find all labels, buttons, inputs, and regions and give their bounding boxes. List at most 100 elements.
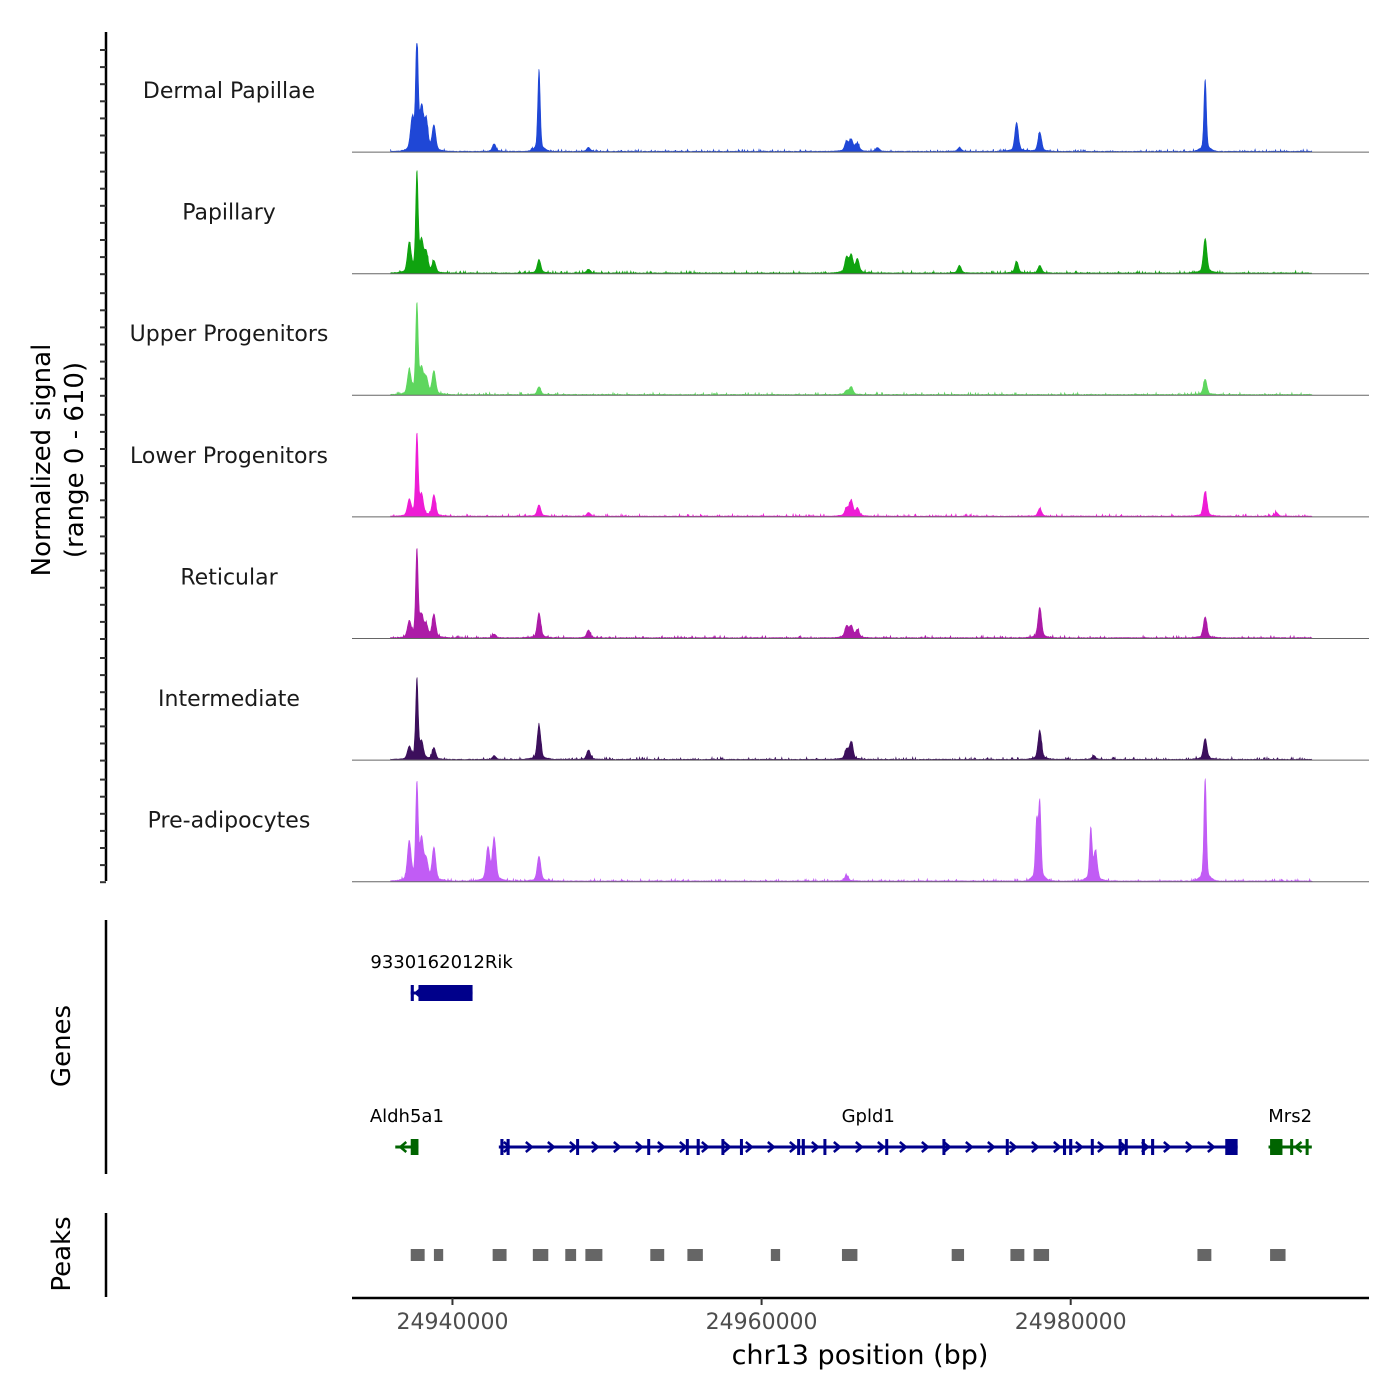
track-pre-adipocytes: Pre-adipocytes	[148, 778, 1369, 883]
strand-arrow	[525, 1141, 534, 1153]
x-tick-label: 24980000	[1015, 1310, 1127, 1335]
strand-arrow	[701, 1141, 710, 1153]
exon	[1225, 1139, 1238, 1155]
strand-arrow	[921, 1141, 930, 1153]
coverage-tracks: Dermal Papillae Papillary Upper Progenitor…	[130, 43, 1369, 883]
x-axis-label: chr13 position (bp)	[732, 1340, 989, 1371]
strand-arrow	[1141, 1141, 1150, 1153]
peak-region	[565, 1249, 577, 1261]
exon	[823, 1139, 827, 1155]
strand-arrow	[679, 1141, 688, 1153]
strand-arrow	[745, 1141, 754, 1153]
exon	[1069, 1139, 1073, 1155]
strand-arrow	[435, 987, 445, 999]
signal-area	[390, 548, 1313, 639]
y-axis-label-line1: Normalized signal	[27, 344, 57, 577]
peak-region	[492, 1249, 507, 1261]
exon	[696, 1139, 700, 1155]
exon	[647, 1139, 651, 1155]
strand-arrow	[1097, 1141, 1106, 1153]
coverage-ticks	[100, 49, 106, 884]
strand-arrow	[1185, 1141, 1194, 1153]
track-label: Papillary	[182, 201, 276, 226]
genes-panel-label: Genes	[47, 1005, 77, 1087]
exon	[801, 1139, 805, 1155]
exon	[942, 1139, 946, 1155]
peak-region	[532, 1249, 549, 1261]
gene-mrs2: Mrs2	[1268, 1106, 1312, 1155]
strand-arrow	[398, 1141, 408, 1153]
exon	[739, 1139, 743, 1155]
track-label: Upper Progenitors	[130, 322, 329, 347]
track-label: Dermal Papillae	[143, 79, 315, 104]
exon	[1090, 1139, 1094, 1155]
peak-region	[770, 1249, 781, 1261]
strand-arrow	[1075, 1141, 1084, 1153]
peak-region	[650, 1249, 665, 1261]
track-dermal-papillae: Dermal Papillae	[143, 43, 1369, 153]
track-papillary: Papillary	[182, 170, 1369, 275]
strand-arrow	[855, 1141, 864, 1153]
y-axis-label-line2: (range 0 - 610)	[60, 362, 90, 558]
track-label: Reticular	[180, 565, 278, 590]
track-lower-progenitors: Lower Progenitors	[130, 432, 1369, 518]
strand-arrow	[503, 1141, 512, 1153]
signal-area	[390, 432, 1313, 518]
strand-arrow	[1009, 1141, 1018, 1153]
exon	[410, 1139, 419, 1155]
strand-arrow	[789, 1141, 798, 1153]
x-tick-label: 24940000	[396, 1310, 508, 1335]
peak-regions	[410, 1249, 1286, 1261]
exon	[1118, 1139, 1122, 1155]
strand-arrow	[723, 1141, 732, 1153]
exon	[1290, 1139, 1294, 1155]
exon	[1305, 1139, 1309, 1155]
gene-aldh5a1: Aldh5a1	[370, 1106, 444, 1155]
peaks-panel-label: Peaks	[47, 1216, 77, 1291]
strand-arrow	[1031, 1141, 1040, 1153]
signal-area	[390, 302, 1313, 396]
strand-arrow	[1163, 1141, 1172, 1153]
strand-arrow	[811, 1141, 820, 1153]
strand-arrow	[965, 1141, 974, 1153]
exon	[1151, 1139, 1155, 1155]
gene-gpld1: Gpld1	[498, 1106, 1238, 1155]
strand-arrow	[569, 1141, 578, 1153]
strand-arrow	[635, 1141, 644, 1153]
strand-arrow	[413, 987, 423, 999]
exon	[721, 1139, 725, 1155]
track-label: Intermediate	[158, 687, 300, 712]
gene-9330162012rik: 9330162012Rik	[370, 952, 513, 1001]
exon	[410, 985, 414, 1001]
exon	[1141, 1139, 1145, 1155]
strand-arrow	[1119, 1141, 1128, 1153]
strand-arrow	[1271, 1141, 1281, 1153]
strand-arrow	[1293, 1141, 1303, 1153]
strand-arrow	[987, 1141, 996, 1153]
strand-arrow	[899, 1141, 908, 1153]
track-intermediate: Intermediate	[158, 677, 1369, 761]
exon	[885, 1139, 889, 1155]
signal-area	[390, 170, 1312, 274]
strand-arrow	[943, 1141, 952, 1153]
strand-arrow	[457, 987, 467, 999]
strand-arrow	[1207, 1141, 1216, 1153]
peak-region	[687, 1249, 703, 1261]
peak-region	[585, 1249, 603, 1261]
signal-area	[390, 778, 1313, 883]
x-axis-ticks: 24940000 24960000 24980000	[396, 1298, 1127, 1335]
peak-region	[841, 1249, 858, 1261]
strand-arrow	[547, 1141, 556, 1153]
track-label: Pre-adipocytes	[148, 809, 311, 834]
gene-label: Gpld1	[842, 1106, 895, 1127]
exon	[1005, 1139, 1009, 1155]
strand-arrow	[613, 1141, 622, 1153]
gene-label: Aldh5a1	[370, 1106, 444, 1127]
gene-annotations: 9330162012Rik Aldh5a1 Gpld1 Mrs2	[370, 952, 1312, 1155]
gene-label: Mrs2	[1268, 1106, 1312, 1127]
x-tick-label: 24960000	[706, 1310, 818, 1335]
strand-arrow	[1053, 1141, 1062, 1153]
peak-region	[1270, 1249, 1286, 1261]
peak-region	[1197, 1249, 1212, 1261]
peak-region	[951, 1249, 965, 1261]
